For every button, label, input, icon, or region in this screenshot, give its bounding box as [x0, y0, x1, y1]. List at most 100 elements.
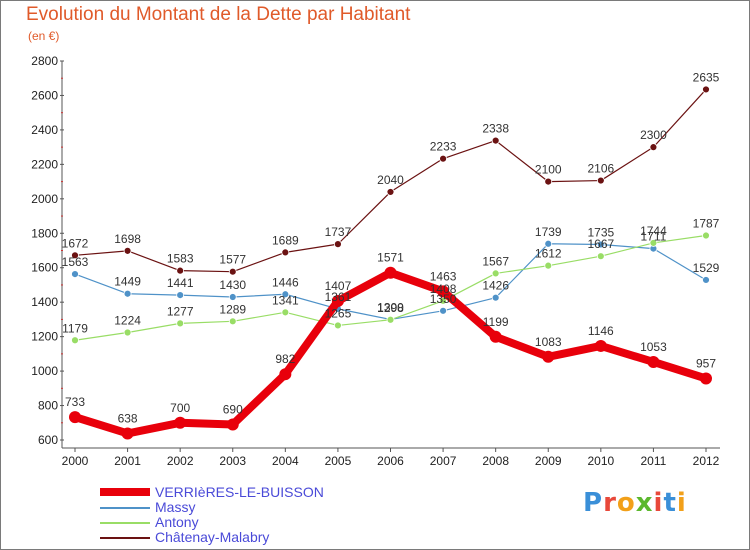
chart-axes: 600 800 1000 1200 1400 1600 1800 2000 2200 2400 26… — [31, 54, 720, 468]
data-label-antony-2001: 1224 — [114, 314, 141, 328]
data-label-chatenay-2008: 2338 — [482, 122, 509, 136]
data-label-antony-2004: 1341 — [272, 293, 299, 307]
x-tick-label-2000: 2000 — [62, 454, 89, 468]
point-verrieres-2001 — [121, 427, 134, 440]
point-massy-2009 — [544, 239, 553, 248]
legend-item-chatenay[interactable]: Châtenay-Malabry — [100, 529, 420, 545]
point-chatenay-2012 — [702, 85, 710, 94]
point-verrieres-2008 — [489, 330, 502, 343]
point-antony-2003 — [228, 317, 237, 326]
y-tick-label-2000: 2000 — [31, 192, 58, 206]
point-verrieres-2012 — [700, 372, 712, 385]
y-tick-label-1800: 1800 — [31, 226, 58, 240]
point-chatenay-2000 — [71, 251, 79, 260]
legend-swatch-verrieres — [100, 488, 150, 496]
point-antony-2006 — [386, 315, 395, 324]
point-antony-2002 — [176, 319, 185, 328]
data-label-chatenay-2002: 1583 — [167, 252, 194, 266]
point-antony-2011 — [649, 239, 658, 247]
y-tick-label-1600: 1600 — [31, 261, 58, 275]
point-verrieres-2006 — [384, 266, 397, 279]
y-tick-label-1000: 1000 — [31, 364, 58, 378]
data-label-massy-2005: 1361 — [325, 290, 352, 304]
data-label-verrieres-2002: 700 — [170, 401, 190, 415]
point-verrieres-2003 — [226, 418, 239, 431]
legend-swatch-chatenay — [100, 537, 150, 539]
legend-swatch-massy — [100, 507, 150, 509]
data-label-chatenay-2003: 1577 — [219, 253, 246, 267]
x-tick-label-2005: 2005 — [325, 454, 352, 468]
point-verrieres-2007 — [437, 285, 450, 298]
point-antony-2008 — [491, 269, 500, 278]
x-tick-label-2003: 2003 — [219, 454, 246, 468]
data-label-chatenay-2010: 2106 — [587, 162, 614, 176]
data-label-antony-2007: 1408 — [430, 282, 457, 296]
logo-letter: P — [583, 488, 604, 518]
x-tick-label-2001: 2001 — [114, 454, 141, 468]
data-label-chatenay-2007: 2233 — [430, 140, 457, 154]
point-chatenay-2005 — [334, 240, 342, 249]
legend-label-verrieres: VERRIèRES-LE-BUISSON — [155, 484, 324, 500]
y-tick-label-800: 800 — [38, 399, 58, 413]
legend-item-antony[interactable]: Antony — [100, 514, 420, 530]
data-label-antony-2009: 1612 — [535, 247, 562, 261]
point-verrieres-2002 — [174, 416, 187, 429]
point-massy-2002 — [176, 291, 185, 300]
data-label-verrieres-2003: 690 — [223, 402, 243, 416]
data-label-antony-2010: 1667 — [587, 237, 614, 251]
data-label-massy-2003: 1430 — [219, 278, 246, 292]
point-chatenay-2007 — [439, 154, 447, 163]
data-label-antony-2002: 1277 — [167, 304, 194, 318]
logo-letter: r — [603, 488, 617, 518]
data-label-massy-2002: 1441 — [167, 276, 194, 290]
y-tick-label-2400: 2400 — [31, 123, 58, 137]
data-label-verrieres-2010: 1146 — [588, 324, 614, 338]
y-tick-label-1200: 1200 — [31, 330, 58, 344]
point-chatenay-2010 — [596, 176, 605, 185]
data-label-massy-2009: 1739 — [535, 225, 562, 239]
point-antony-2010 — [596, 252, 605, 261]
x-tick-label-2002: 2002 — [167, 454, 194, 468]
point-massy-2007 — [439, 306, 447, 315]
legend-item-massy[interactable]: Massy — [100, 499, 420, 515]
data-label-chatenay-2009: 2100 — [535, 163, 562, 177]
x-tick-label-2009: 2009 — [535, 454, 562, 468]
legend-item-verrieres[interactable]: VERRIèRES-LE-BUISSON — [100, 484, 420, 500]
proxiti-logo: Proxiti — [583, 488, 687, 518]
data-label-massy-2000: 1563 — [62, 255, 89, 269]
point-verrieres-2011 — [647, 355, 660, 368]
data-label-verrieres-2001: 638 — [118, 411, 138, 425]
chart-title: Evolution du Montant de la Dette par Hab… — [26, 4, 411, 25]
data-label-antony-2006: 1298 — [377, 301, 404, 315]
logo-letter: i — [676, 488, 687, 518]
point-massy-2012 — [702, 276, 710, 284]
y-tick-label-2600: 2600 — [31, 88, 58, 102]
legend: VERRIèRES-LE-BUISSON Massy Antony Châten… — [100, 484, 420, 545]
point-verrieres-2005 — [331, 294, 344, 307]
logo-letter: o — [616, 488, 636, 518]
point-massy-2003 — [228, 293, 237, 301]
data-label-massy-2008: 1426 — [482, 279, 509, 293]
data-label-massy-2010: 1735 — [587, 225, 614, 239]
point-antony-2012 — [702, 231, 710, 240]
data-label-massy-2004: 1446 — [272, 275, 299, 289]
legend-label-chatenay: Châtenay-Malabry — [155, 529, 270, 545]
series-layer — [69, 85, 712, 440]
logo-letter: x — [635, 488, 654, 518]
data-label-chatenay-2004: 1689 — [272, 233, 299, 247]
legend-label-antony: Antony — [155, 514, 199, 530]
point-antony-2001 — [123, 328, 132, 337]
point-chatenay-2001 — [123, 246, 132, 255]
data-label-chatenay-2012: 2635 — [693, 70, 720, 84]
data-label-verrieres-2008: 1199 — [483, 315, 509, 329]
legend-swatch-antony — [100, 522, 150, 524]
data-label-antony-2005: 1265 — [325, 306, 352, 320]
y-tick-label-1400: 1400 — [31, 295, 58, 309]
data-label-massy-2001: 1449 — [114, 275, 141, 289]
x-tick-label-2007: 2007 — [430, 454, 457, 468]
data-label-chatenay-2011: 2300 — [640, 128, 667, 142]
point-chatenay-2006 — [386, 188, 395, 196]
point-verrieres-2009 — [542, 350, 555, 363]
x-tick-label-2010: 2010 — [587, 454, 614, 468]
data-label-verrieres-2004: 982 — [275, 352, 295, 366]
